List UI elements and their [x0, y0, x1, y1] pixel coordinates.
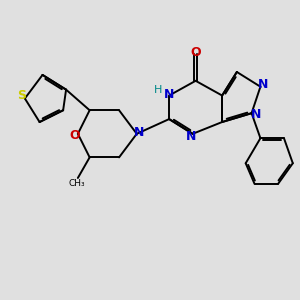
- Text: N: N: [164, 88, 174, 100]
- Text: N: N: [251, 108, 261, 121]
- Text: S: S: [17, 89, 26, 102]
- Text: H: H: [154, 85, 162, 95]
- Text: CH₃: CH₃: [68, 179, 85, 188]
- Text: O: O: [190, 46, 201, 59]
- Text: O: O: [70, 129, 80, 142]
- Text: N: N: [186, 130, 196, 143]
- Text: N: N: [134, 126, 144, 139]
- Text: N: N: [258, 78, 268, 91]
